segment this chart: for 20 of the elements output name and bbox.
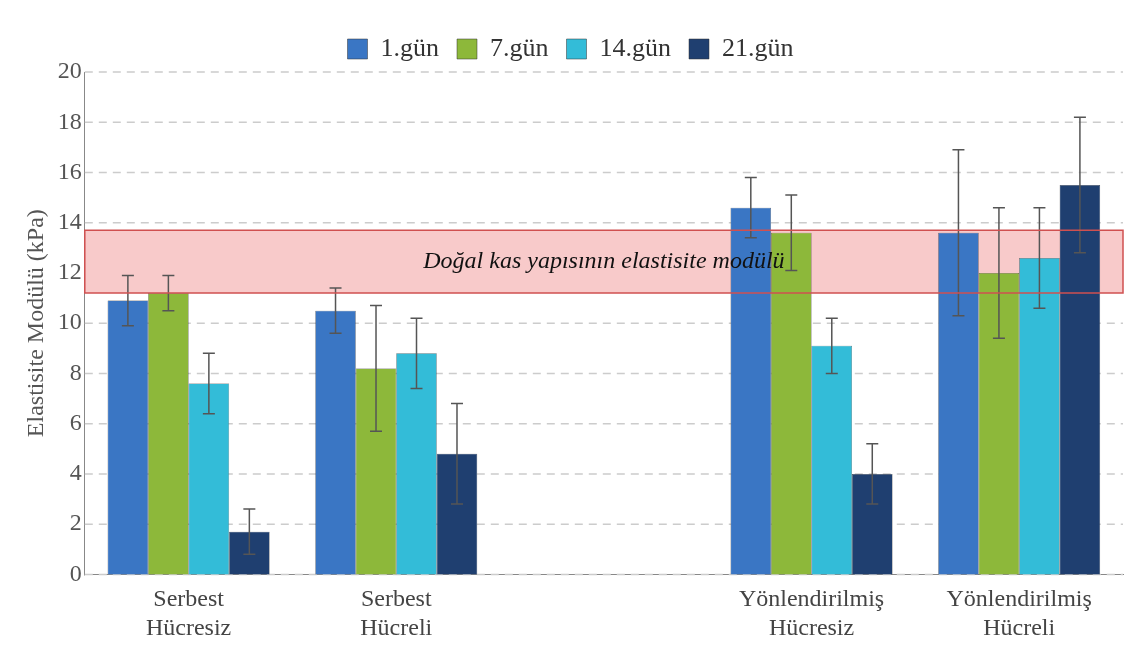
y-tick-label: 2 [69,509,82,536]
y-tick-label: 0 [69,559,82,586]
y-tick-label: 8 [69,358,82,385]
y-tick-label: 14 [57,208,82,235]
y-tick-label: 12 [57,258,82,285]
y-tick-label: 16 [57,157,82,184]
x-tick-label: Serbest Hücreli [360,585,433,640]
x-tick-label: Serbest Hücresiz [145,585,232,640]
legend-label: 14.gün [599,32,671,62]
legend-label: 21.gün [722,32,794,62]
y-tick-label: 10 [57,308,82,335]
x-tick-label: Yönlendirilmiş Hücreli [946,585,1092,640]
legend-label: 7.gün [490,32,549,62]
y-axis-title: Elastisite Modülü (kPa) [21,209,48,438]
y-tick-label: 20 [57,57,82,84]
legend-label: 1.gün [380,32,439,62]
x-tick-label: Yönlendirilmiş Hücresiz [738,585,885,640]
y-tick-label: 4 [69,459,82,486]
y-tick-label: 6 [69,408,82,435]
y-tick-label: 18 [57,107,82,134]
